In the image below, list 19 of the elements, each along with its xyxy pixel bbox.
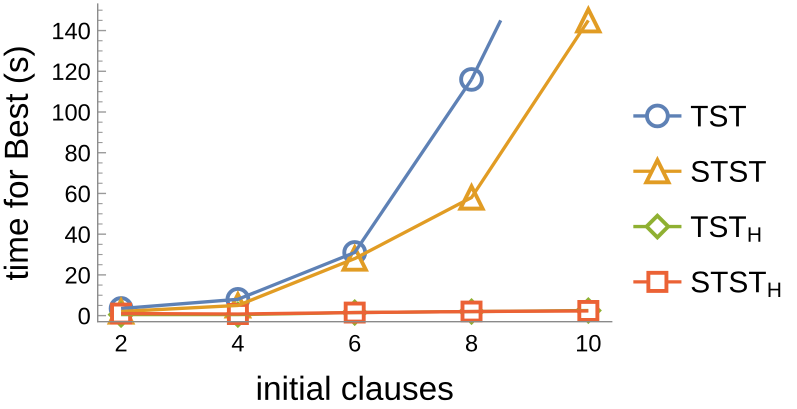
y-tick-label: 60 [66, 186, 90, 202]
x-tick-label: 2 [116, 334, 126, 352]
x-axis-title: initial clauses [258, 376, 453, 400]
legend-label: STST$_{H}$ [692, 271, 780, 298]
y-tick-label: 80 [66, 144, 90, 162]
x-tick-label: 8 [466, 334, 478, 352]
legend-label: STST [692, 160, 766, 182]
y-tick-label: 100 [53, 104, 90, 121]
x-tick-label: 4 [232, 335, 244, 352]
x-tick-label: 10 [577, 334, 601, 352]
y-tick-label: 40 [65, 226, 90, 243]
legend-label: TST [690, 106, 746, 127]
legend-label: TST$_{H}$ [690, 216, 760, 242]
y-tick-label: 140 [53, 22, 90, 40]
y-axis-title: time for Best (s) [4, 47, 35, 280]
y-tick-label: 20 [66, 266, 90, 284]
x-tick-label: 6 [349, 334, 360, 352]
y-tick-label: 120 [53, 63, 90, 80]
y-tick-label: 0 [78, 308, 90, 324]
